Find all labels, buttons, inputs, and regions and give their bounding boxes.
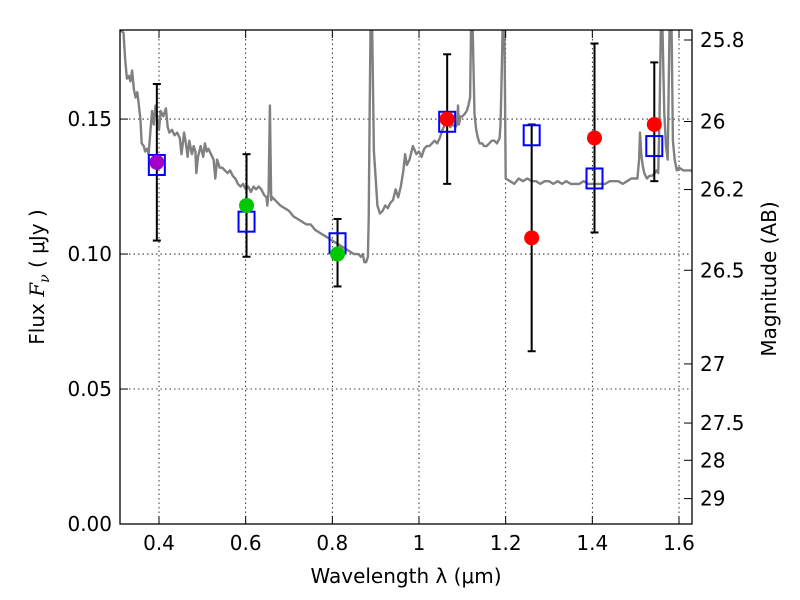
y-axis-label: Flux Fν ( μJy ) (25, 209, 53, 344)
y2-tick-label: 26.2 (700, 178, 745, 202)
spectrum-layer (120, 30, 692, 264)
observed-point (524, 230, 540, 246)
observed-point (149, 154, 165, 170)
x-axis-ticks: 0.4 0.6 0.8 1 1.2 1.4 1.6 (143, 30, 695, 555)
y-axis-label-prefix: Flux (25, 297, 49, 345)
y-axis-label-unit: ( μJy ) (25, 209, 49, 274)
x-tick-label: 1 (413, 531, 426, 555)
y-axis-label-subscript: ν (37, 274, 53, 283)
y2-axis-ticks: 25.8 26 26.2 26.5 27 27.5 28 29 (684, 28, 745, 511)
model-point (585, 167, 604, 190)
y2-tick-label: 27 (700, 352, 725, 376)
y-tick-label: 0.00 (67, 512, 112, 536)
y-tick-label: 0.10 (67, 242, 112, 266)
observed-point (646, 116, 662, 132)
y-axis-label-symbol: F (25, 282, 49, 298)
y2-tick-label: 26 (700, 110, 725, 134)
x-tick-label: 1.4 (576, 531, 608, 555)
x-tick-label: 0.4 (143, 531, 175, 555)
observed-photometry-layer (149, 111, 662, 262)
model-point (522, 124, 541, 147)
y2-axis-label: Magnitude (AB) (757, 201, 781, 356)
y2-tick-label: 29 (700, 487, 725, 511)
x-tick-label: 1.2 (490, 531, 522, 555)
observed-point (439, 111, 455, 127)
y2-tick-label: 28 (700, 448, 725, 472)
observed-point (239, 197, 255, 213)
plot-frame (119, 29, 693, 525)
y2-tick-label: 27.5 (700, 411, 745, 435)
x-tick-label: 0.8 (316, 531, 348, 555)
y2-tick-label: 25.8 (700, 28, 745, 52)
y-axis-ticks: 0.00 0.05 0.10 0.15 (67, 107, 128, 536)
observed-point (330, 246, 346, 262)
y2-tick-label: 26.5 (700, 258, 745, 282)
model-point (645, 135, 664, 158)
observed-point (587, 130, 602, 146)
x-axis-label: Wavelength λ (μm) (310, 564, 501, 588)
x-tick-label: 0.6 (230, 531, 262, 555)
y-tick-label: 0.15 (67, 107, 112, 131)
spectrum-line (120, 30, 692, 264)
x-tick-label: 1.6 (663, 531, 695, 555)
y-tick-label: 0.05 (67, 377, 112, 401)
